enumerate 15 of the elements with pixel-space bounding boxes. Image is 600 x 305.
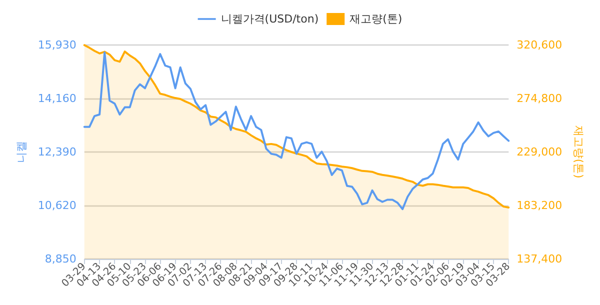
y2-tick-label: 183,200 (516, 199, 562, 212)
y2-tick-label: 320,600 (516, 38, 562, 52)
y2-tick-label: 137,400 (516, 252, 562, 266)
y2-tick-label: 274,800 (516, 92, 562, 105)
y2-axis-title: 재고량(톤) (572, 126, 585, 178)
legend-label: 니켈가격(USD/ton) (220, 12, 319, 26)
y-tick-label: 8,850 (44, 252, 76, 266)
legend-label: 재고량(톤) (350, 12, 402, 26)
y-tick-label: 12,390 (38, 146, 76, 158)
y-tick-label: 10,620 (38, 199, 76, 212)
y-tick-label: 15,930 (38, 38, 76, 52)
y-axis-title: 니켈 (15, 141, 28, 163)
y2-tick-label: 229,000 (516, 146, 562, 158)
line-series (83, 52, 510, 210)
y-tick-label: 14,160 (38, 92, 76, 105)
